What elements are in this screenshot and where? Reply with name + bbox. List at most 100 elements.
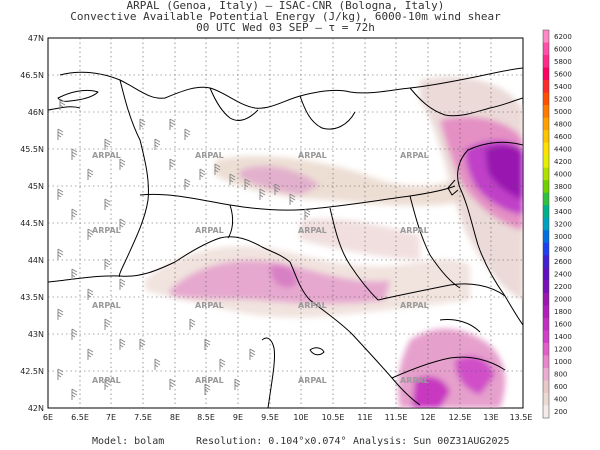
lat-label: 47N	[28, 34, 44, 43]
colorbar: 6200 6000 5800 5600 5400 5200 5000 4800 4600 4400…	[542, 29, 572, 419]
lat-label: 44N	[28, 256, 44, 265]
colorbar-swatch	[543, 267, 549, 281]
lon-label: 6.5E	[71, 413, 89, 422]
colorbar-swatch	[543, 80, 549, 94]
title-line-1: ARPAL (Genoa, Italy) – ISAC-CNR (Bologna…	[126, 0, 445, 12]
lon-label: 12E	[420, 413, 435, 422]
colorbar-label: 6200	[554, 33, 572, 41]
watermarks: ARPAL ARPAL ARPAL ARPAL ARPAL ARPAL ARPA…	[92, 151, 429, 385]
colorbar-swatch	[543, 155, 549, 169]
colorbar-label: 400	[554, 396, 567, 404]
colorbar-label: 2800	[554, 246, 572, 254]
watermark: ARPAL	[400, 301, 429, 310]
colorbar-label: 1800	[554, 308, 572, 316]
lon-label: 9E	[233, 413, 243, 422]
coastlines	[48, 67, 523, 408]
colorbar-label: 6000	[554, 45, 572, 53]
watermark: ARPAL	[400, 151, 429, 160]
watermark: ARPAL	[195, 301, 224, 310]
lon-label: 7E	[106, 413, 116, 422]
colorbar-swatch	[543, 192, 549, 206]
colorbar-label: 200	[554, 408, 567, 416]
lon-label: 12.5E	[449, 413, 472, 422]
colorbar-swatch	[543, 180, 549, 194]
cape-fill	[145, 76, 523, 408]
watermark: ARPAL	[400, 376, 429, 385]
colorbar-swatch	[543, 205, 549, 219]
colorbar-swatch	[543, 217, 549, 231]
lat-labels: 47N 46.5N 46N 45.5N 45N 44.5N 44N 43.5N …	[20, 34, 44, 413]
colorbar-label: 3600	[554, 195, 572, 203]
colorbar-swatch	[543, 130, 549, 144]
watermark: ARPAL	[298, 376, 327, 385]
colorbar-label: 5200	[554, 95, 572, 103]
colorbar-swatch	[543, 392, 549, 406]
colorbar-swatch	[543, 280, 549, 294]
lon-label: 11.5E	[385, 413, 408, 422]
watermark: ARPAL	[400, 226, 429, 235]
lat-label: 42.5N	[20, 367, 44, 376]
colorbar-label: 1200	[554, 346, 572, 354]
lon-label: 9.5E	[261, 413, 279, 422]
colorbar-swatch	[543, 305, 549, 319]
colorbar-label: 3800	[554, 183, 572, 191]
footer-analysis: Analysis: Sun 00Z31AUG2025	[353, 436, 510, 447]
lat-label: 46N	[28, 108, 44, 117]
lat-label: 46.5N	[20, 71, 44, 80]
colorbar-label: 600	[554, 383, 567, 391]
lat-label: 44.5N	[20, 219, 44, 228]
lon-label: 7.5E	[134, 413, 152, 422]
watermark: ARPAL	[298, 226, 327, 235]
colorbar-label: 4400	[554, 145, 572, 153]
watermark: ARPAL	[92, 226, 121, 235]
colorbar-swatch	[543, 367, 549, 381]
colorbar-label: 4800	[554, 120, 572, 128]
watermark: ARPAL	[195, 151, 224, 160]
colorbar-frame	[542, 29, 550, 419]
colorbar-swatch	[543, 242, 549, 256]
lon-label: 6E	[43, 413, 53, 422]
title-line-2: Convective Available Potential Energy (J…	[70, 10, 501, 23]
colorbar-swatch	[543, 92, 549, 106]
lat-label: 45N	[28, 182, 44, 191]
watermark: ARPAL	[92, 151, 121, 160]
colorbar-swatch	[543, 230, 549, 244]
colorbar-label: 2600	[554, 258, 572, 266]
colorbar-label: 4200	[554, 158, 572, 166]
lat-label: 43N	[28, 330, 44, 339]
footer-resolution: Resolution: 0.104°x0.074°	[196, 436, 347, 447]
colorbar-label: 1400	[554, 333, 572, 341]
colorbar-label: 4600	[554, 133, 572, 141]
colorbar-label: 2200	[554, 283, 572, 291]
lon-label: 13.5E	[510, 413, 533, 422]
colorbar-swatch	[543, 380, 549, 394]
colorbar-label: 1000	[554, 358, 572, 366]
colorbar-swatch	[543, 67, 549, 81]
colorbar-label: 5600	[554, 70, 572, 78]
lat-label: 42N	[28, 404, 44, 413]
colorbar-swatch	[543, 105, 549, 119]
colorbar-label: 3200	[554, 221, 572, 229]
colorbar-swatch	[543, 42, 549, 56]
colorbar-label: 3000	[554, 233, 572, 241]
colorbar-label: 800	[554, 371, 567, 379]
colorbar-label: 1600	[554, 321, 572, 329]
colorbar-swatch	[543, 405, 549, 419]
graticule	[48, 38, 523, 408]
colorbar-label: 5000	[554, 108, 572, 116]
colorbar-swatch	[543, 292, 549, 306]
watermark: ARPAL	[298, 301, 327, 310]
colorbar-label: 5400	[554, 83, 572, 91]
watermark: ARPAL	[92, 301, 121, 310]
lon-label: 10.5E	[322, 413, 345, 422]
colorbar-label: 5800	[554, 58, 572, 66]
colorbar-label: 3400	[554, 208, 572, 216]
watermark: ARPAL	[195, 226, 224, 235]
lat-label: 43.5N	[20, 293, 44, 302]
colorbar-swatch	[543, 355, 549, 369]
lon-label: 8.5E	[197, 413, 215, 422]
lon-label: 11E	[357, 413, 372, 422]
colorbar-swatch	[543, 117, 549, 131]
colorbar-label: 2000	[554, 296, 572, 304]
